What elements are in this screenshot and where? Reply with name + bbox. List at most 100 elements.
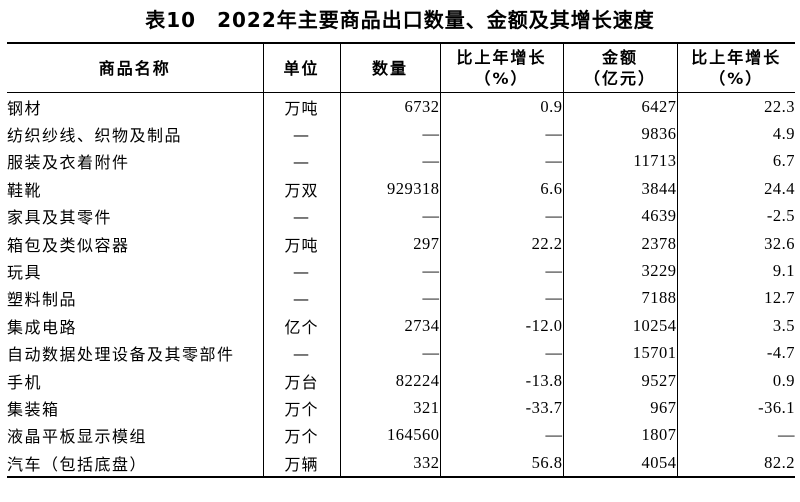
amount-growth-cell: 12.7 xyxy=(764,288,795,308)
header-label: 金额 xyxy=(601,48,638,67)
table-row: 纺织纱线、织物及制品 — — — 9836 4.9 xyxy=(7,120,795,148)
unit-cell: 万台 xyxy=(263,366,341,395)
table-row: 家具及其零件 — — — 4639 -2.5 xyxy=(7,202,795,230)
quantity-growth-cell: — xyxy=(440,202,564,230)
amount-growth-cell: 22.3 xyxy=(764,96,795,116)
amount-cell: 2378 xyxy=(563,229,678,258)
amount-cell: 15701 xyxy=(563,339,678,367)
quantity-growth-cell: — xyxy=(440,257,564,285)
header-row: 商品名称 单位 数量 比上年增长 （%） 金额 （亿元） 比上年增长 （%） xyxy=(7,43,795,93)
quantity-growth-cell: -33.7 xyxy=(440,394,564,422)
quantity-cell: 332 xyxy=(340,449,441,478)
amount-growth-cell: -4.7 xyxy=(766,343,795,363)
table-row: 服装及衣着附件 — — — 11713 6.7 xyxy=(7,147,795,176)
quantity-growth-cell: — xyxy=(440,120,564,148)
amount-growth-cell: 24.4 xyxy=(764,178,795,198)
header-quantity: 数量 xyxy=(340,43,441,93)
header-sublabel: （%） xyxy=(474,69,529,88)
quantity-growth-cell: 22.2 xyxy=(440,229,564,258)
amount-cell: 10254 xyxy=(563,312,678,340)
amount-growth-cell: 0.9 xyxy=(772,370,795,390)
commodity-cell: 手机 xyxy=(7,366,264,395)
commodity-cell: 钢材 xyxy=(7,92,264,121)
amount-growth-cell: 82.2 xyxy=(764,452,795,472)
export-commodities-table: 商品名称 单位 数量 比上年增长 （%） 金额 （亿元） 比上年增长 （%） 钢… xyxy=(7,42,795,479)
amount-growth-cell: — xyxy=(778,425,795,445)
commodity-cell: 集装箱 xyxy=(7,394,264,422)
header-sublabel: （%） xyxy=(709,69,764,88)
quantity-cell: 2734 xyxy=(340,312,441,340)
unit-cell: — xyxy=(263,339,341,367)
quantity-growth-cell: 56.8 xyxy=(440,449,564,478)
amount-growth-cell: 3.5 xyxy=(772,315,795,335)
quantity-growth-cell: 6.6 xyxy=(440,175,564,203)
amount-cell: 1807 xyxy=(563,421,678,450)
table-row: 自动数据处理设备及其零部件 — — — 15701 -4.7 xyxy=(7,339,795,367)
amount-growth-cell: -36.1 xyxy=(758,397,795,417)
commodity-cell: 箱包及类似容器 xyxy=(7,229,264,258)
header-sublabel: （亿元） xyxy=(583,69,656,88)
quantity-cell: 6732 xyxy=(340,92,441,121)
header-quantity-growth: 比上年增长 （%） xyxy=(440,43,564,93)
header-label: 商品名称 xyxy=(98,58,171,78)
amount-cell: 7188 xyxy=(563,284,678,313)
quantity-cell: — xyxy=(340,147,441,176)
commodity-cell: 鞋靴 xyxy=(7,175,264,203)
header-amount: 金额 （亿元） xyxy=(563,43,678,93)
commodity-cell: 玩具 xyxy=(7,257,264,285)
commodity-cell: 汽车（包括底盘） xyxy=(7,449,264,478)
header-label: 比上年增长 xyxy=(691,48,782,67)
amount-cell: 3229 xyxy=(563,257,678,285)
quantity-cell: 297 xyxy=(340,229,441,258)
unit-cell: — xyxy=(263,120,341,148)
quantity-cell: 82224 xyxy=(340,366,441,395)
quantity-growth-cell: — xyxy=(440,147,564,176)
commodity-cell: 纺织纱线、织物及制品 xyxy=(7,120,264,148)
commodity-cell: 塑料制品 xyxy=(7,284,264,313)
commodity-cell: 服装及衣着附件 xyxy=(7,147,264,176)
header-label: 单位 xyxy=(283,58,320,78)
header-label: 比上年增长 xyxy=(456,48,547,67)
commodity-cell: 集成电路 xyxy=(7,312,264,340)
table-row: 汽车（包括底盘） 万辆 332 56.8 4054 82.2 xyxy=(7,449,795,478)
unit-cell: — xyxy=(263,257,341,285)
amount-cell: 6427 xyxy=(563,92,678,121)
quantity-cell: — xyxy=(340,284,441,313)
table-row: 箱包及类似容器 万吨 297 22.2 2378 32.6 xyxy=(7,229,795,258)
table-row: 钢材 万吨 6732 0.9 6427 22.3 xyxy=(7,92,795,121)
header-amount-growth: 比上年增长 （%） xyxy=(677,43,795,93)
header-unit: 单位 xyxy=(263,43,341,93)
unit-cell: — xyxy=(263,202,341,230)
quantity-growth-cell: 0.9 xyxy=(440,92,564,121)
table-row: 液晶平板显示模组 万个 164560 — 1807 — xyxy=(7,421,795,450)
commodity-cell: 液晶平板显示模组 xyxy=(7,421,264,450)
quantity-growth-cell: — xyxy=(440,339,564,367)
unit-cell: — xyxy=(263,147,341,176)
amount-growth-cell: 4.9 xyxy=(772,124,795,144)
unit-cell: 万个 xyxy=(263,421,341,450)
table-row: 塑料制品 — — — 7188 12.7 xyxy=(7,284,795,313)
quantity-cell: 929318 xyxy=(340,175,441,203)
table-row: 手机 万台 82224 -13.8 9527 0.9 xyxy=(7,366,795,395)
quantity-cell: — xyxy=(340,120,441,148)
table-row: 玩具 — — — 3229 9.1 xyxy=(7,257,795,285)
table-row: 集装箱 万个 321 -33.7 967 -36.1 xyxy=(7,394,795,422)
quantity-growth-cell: -13.8 xyxy=(440,366,564,395)
unit-cell: 亿个 xyxy=(263,312,341,340)
amount-cell: 9527 xyxy=(563,366,678,395)
table-row: 集成电路 亿个 2734 -12.0 10254 3.5 xyxy=(7,312,795,340)
quantity-cell: 321 xyxy=(340,394,441,422)
quantity-growth-cell: — xyxy=(440,421,564,450)
quantity-cell: 164560 xyxy=(340,421,441,450)
quantity-cell: — xyxy=(340,339,441,367)
unit-cell: 万双 xyxy=(263,175,341,203)
amount-growth-cell: -2.5 xyxy=(766,206,795,226)
amount-growth-cell: 9.1 xyxy=(772,261,795,281)
amount-growth-cell: 6.7 xyxy=(772,151,795,171)
header-label: 数量 xyxy=(371,58,408,78)
amount-growth-cell: 32.6 xyxy=(764,233,795,253)
amount-cell: 11713 xyxy=(563,147,678,176)
commodity-cell: 家具及其零件 xyxy=(7,202,264,230)
amount-cell: 967 xyxy=(563,394,678,422)
quantity-cell: — xyxy=(340,202,441,230)
